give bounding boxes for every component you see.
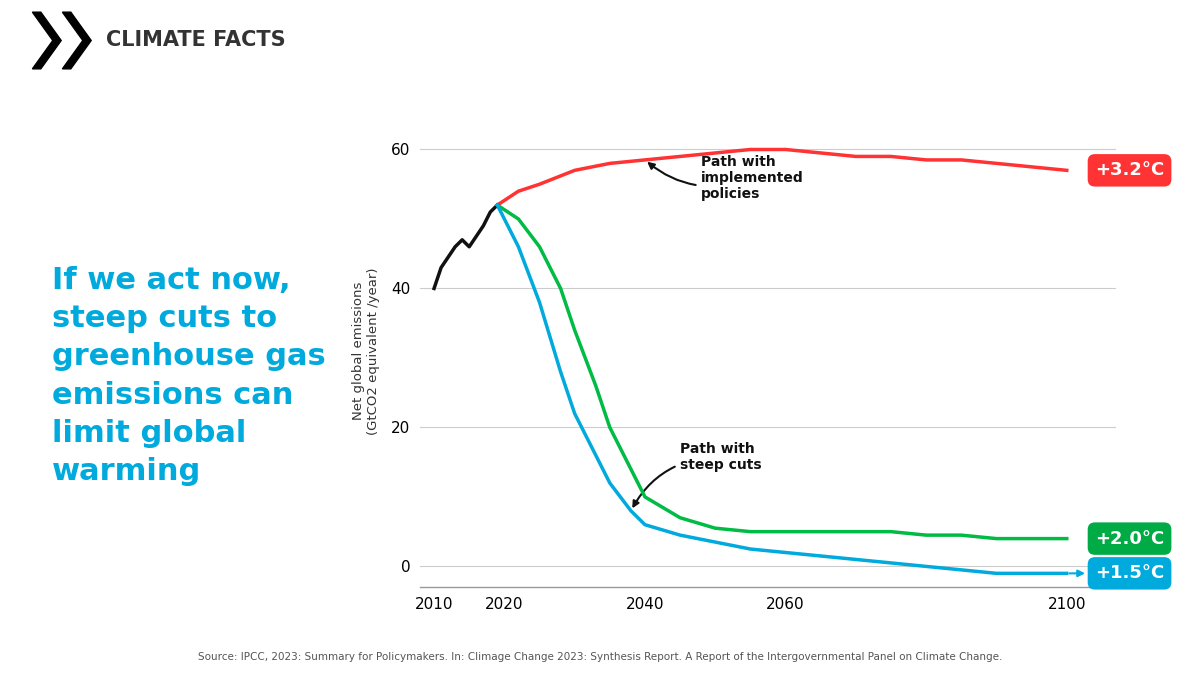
Text: Source: IPCC, 2023: Summary for Policymakers. In: Climage Change 2023: Synthesis: Source: IPCC, 2023: Summary for Policyma… bbox=[198, 651, 1002, 662]
Text: Path with
implemented
policies: Path with implemented policies bbox=[649, 155, 804, 201]
Text: If we act now,
steep cuts to
greenhouse gas
emissions can
limit global
warming: If we act now, steep cuts to greenhouse … bbox=[52, 266, 325, 486]
Text: +1.5°C: +1.5°C bbox=[1094, 564, 1164, 583]
Text: CLIMATE FACTS: CLIMATE FACTS bbox=[106, 30, 286, 51]
Text: +3.2°C: +3.2°C bbox=[1094, 161, 1164, 180]
Polygon shape bbox=[32, 12, 61, 69]
Text: Path with
steep cuts: Path with steep cuts bbox=[634, 442, 762, 506]
Y-axis label: Net global emissions
(GtCO2 equivalent /year): Net global emissions (GtCO2 equivalent /… bbox=[352, 267, 379, 435]
Text: +2.0°C: +2.0°C bbox=[1094, 530, 1164, 547]
Polygon shape bbox=[62, 12, 91, 69]
